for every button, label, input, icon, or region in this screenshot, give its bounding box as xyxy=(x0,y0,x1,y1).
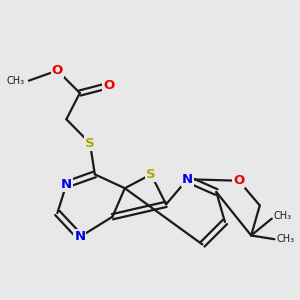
Text: O: O xyxy=(103,79,114,92)
Text: CH₃: CH₃ xyxy=(277,234,295,244)
Text: S: S xyxy=(146,168,156,181)
Text: CH₃: CH₃ xyxy=(274,211,292,221)
Text: S: S xyxy=(85,137,95,150)
Text: O: O xyxy=(233,174,244,187)
Text: N: N xyxy=(74,230,86,244)
Text: O: O xyxy=(52,64,63,77)
Text: N: N xyxy=(182,173,193,186)
Text: CH₃: CH₃ xyxy=(6,76,24,85)
Text: N: N xyxy=(61,178,72,191)
